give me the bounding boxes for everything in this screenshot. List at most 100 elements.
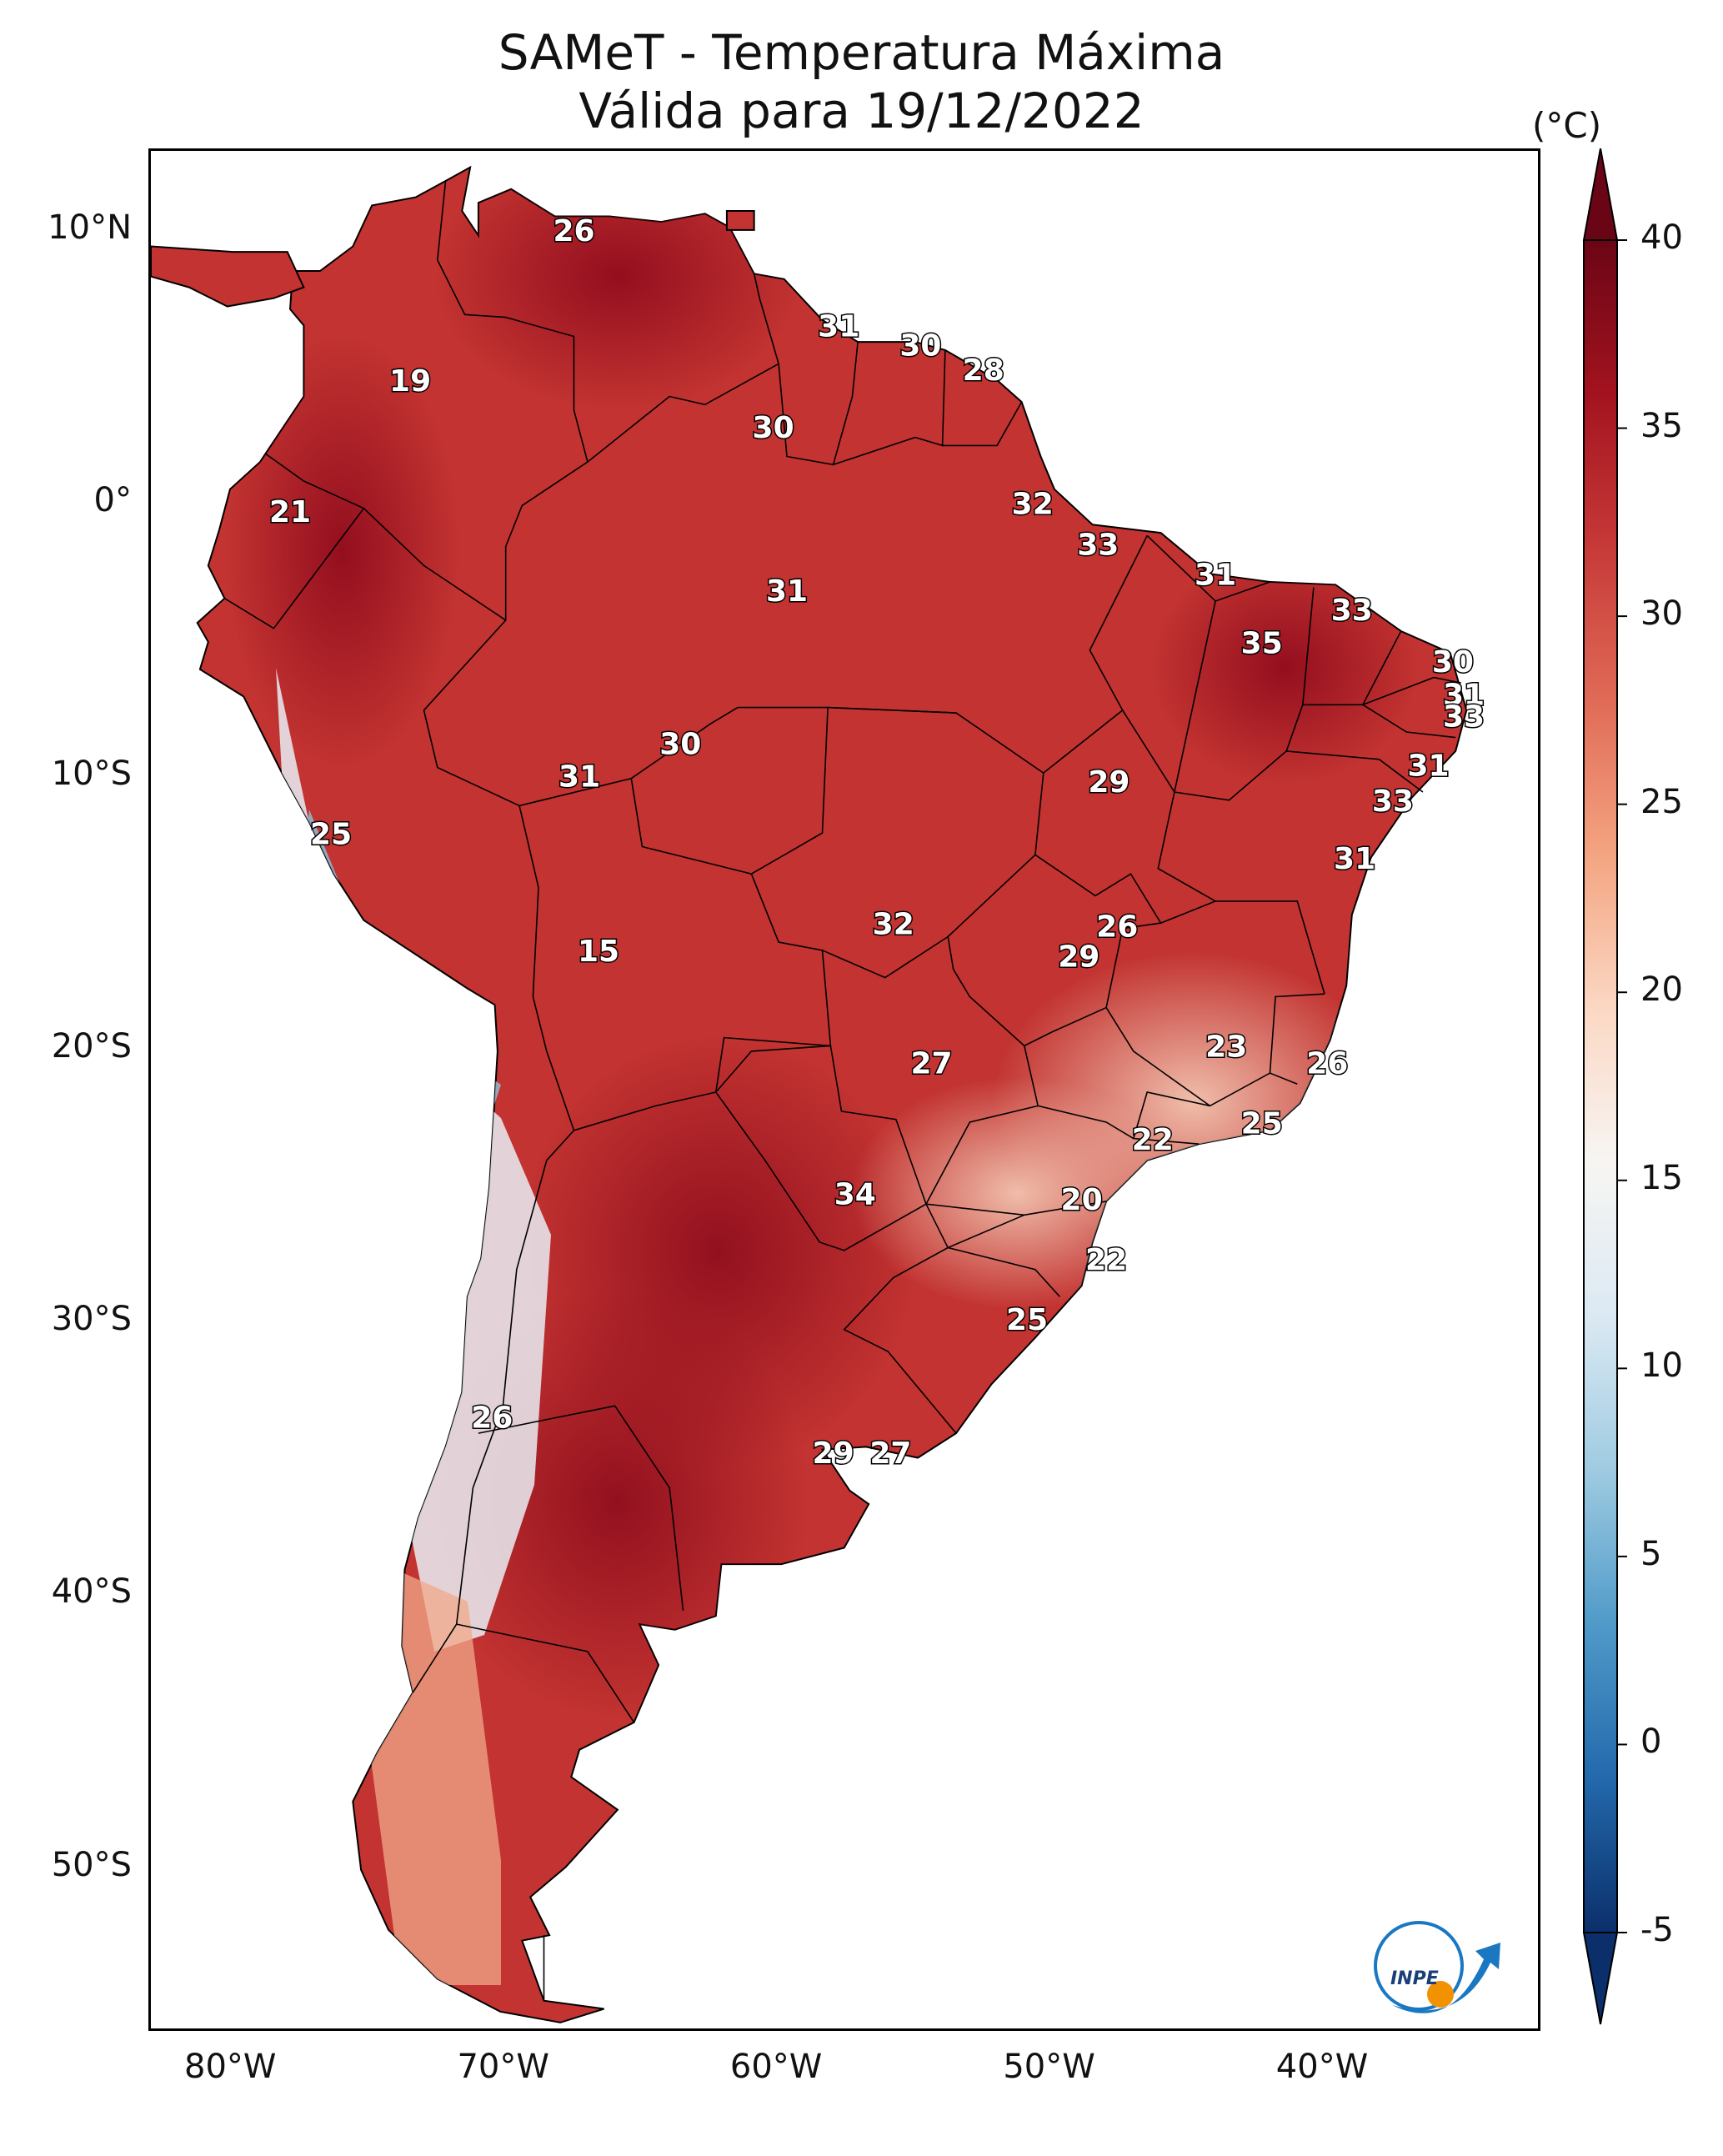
temperature-label: 33 — [1443, 700, 1485, 735]
temperature-label: 27 — [869, 1436, 911, 1471]
temperature-label: 31 — [1195, 559, 1236, 593]
border-line — [1173, 587, 1315, 801]
border-line — [1269, 993, 1325, 1074]
border-line — [751, 706, 957, 875]
border-line — [843, 1203, 957, 1434]
temperature-label: 33 — [1372, 785, 1414, 819]
temperature-label: 25 — [1006, 1303, 1048, 1337]
latitude-tick-label: 10°S — [51, 754, 132, 793]
border-line — [1160, 900, 1325, 995]
colorbar-max-arrow — [1582, 148, 1619, 241]
border-line — [412, 996, 575, 1693]
border-line — [423, 273, 780, 997]
colorbar-min-arrow — [1582, 1932, 1619, 2025]
border-line — [1362, 704, 1456, 739]
latitude-tick-label: 20°S — [51, 1026, 132, 1065]
temperature-label: 35 — [1241, 626, 1283, 660]
border-line — [1105, 1007, 1210, 1107]
border-line — [478, 1405, 684, 1611]
temperature-label: 19 — [389, 364, 431, 399]
colorbar-tick-label: 10 — [1640, 1346, 1683, 1386]
colorbar — [1582, 148, 1627, 2025]
temperature-label: 21 — [269, 495, 311, 529]
inpe-logo: INPE — [1374, 1921, 1500, 2013]
country-borders — [223, 180, 1461, 2001]
border-line — [436, 180, 589, 463]
border-line — [1286, 750, 1424, 793]
logo-swoosh — [1392, 1943, 1500, 2013]
temperature-label: 29 — [813, 1436, 854, 1471]
longitude-tick-label: 60°W — [729, 2048, 823, 2086]
border-line — [942, 401, 1023, 447]
latitude-tick-label: 50°S — [51, 1845, 132, 1884]
temperature-label: 30 — [659, 727, 701, 761]
temperature-label: 23 — [1205, 1030, 1247, 1065]
colorbar-tick-label: 30 — [1640, 594, 1683, 634]
temperature-label: 33 — [1331, 594, 1373, 628]
longitude-tick-label: 70°W — [457, 2048, 549, 2086]
colorbar-gradient — [1583, 239, 1618, 1933]
colorbar-tick-label: 0 — [1640, 1722, 1662, 1762]
temperature-label: 30 — [753, 411, 794, 445]
colorbar-tick-label: -5 — [1640, 1911, 1674, 1949]
longitude-tick-label: 50°W — [1003, 2048, 1095, 2086]
border-line — [832, 342, 946, 466]
colorbar-unit: (°C) — [1532, 105, 1602, 146]
temperature-label: 29 — [1058, 940, 1099, 975]
temperature-label: 32 — [1012, 487, 1054, 521]
temperature-label: 27 — [910, 1046, 952, 1081]
border-line — [715, 1045, 927, 1251]
logo-sun — [1427, 1981, 1454, 2008]
border-line — [456, 1623, 635, 1723]
border-line — [822, 854, 1036, 979]
latitude-tick-label: 0° — [93, 481, 132, 520]
latitude-tick-label: 10°N — [48, 208, 132, 248]
temperature-label: 26 — [471, 1401, 513, 1436]
border-line — [1122, 709, 1216, 902]
colorbar-tick-label: 15 — [1640, 1158, 1683, 1197]
temperature-label: 30 — [1432, 645, 1474, 679]
border-line — [1362, 676, 1461, 706]
map-panel: 26 31 30 28 19 30 32 21 33 31 31 33 35 30 31 33 30 31 31 29… — [148, 148, 1540, 2031]
map-subtitle: Válida para 19/12/2022 — [579, 83, 1144, 139]
temperature-label: 32 — [873, 907, 914, 941]
colorbar-tick-label: 5 — [1640, 1534, 1662, 1573]
temperature-label: 31 — [1407, 750, 1449, 784]
border-line — [778, 364, 834, 466]
temperature-label: 26 — [1096, 910, 1138, 945]
temperature-label: 28 — [963, 353, 1004, 388]
temperature-label: 22 — [1132, 1123, 1174, 1157]
border-line — [945, 1214, 1060, 1297]
longitude-tick-label: 80°W — [184, 2048, 277, 2086]
colorbar-tick-label: 40 — [1640, 218, 1683, 257]
latitude-tick-label: 40°S — [51, 1572, 132, 1612]
trinidad-shape — [725, 209, 755, 231]
temperature-label: 31 — [818, 310, 859, 344]
border-line — [947, 773, 1162, 1047]
temperature-label: 30 — [899, 329, 941, 364]
temperature-label: 29 — [1088, 765, 1129, 800]
temperature-label: 34 — [834, 1177, 876, 1211]
temperature-label: 31 — [558, 760, 600, 795]
latitude-tick-label: 30°S — [51, 1300, 132, 1339]
colorbar-tick-label: 25 — [1640, 782, 1683, 821]
temperature-label: 31 — [766, 574, 808, 609]
temperature-label: 20 — [1061, 1183, 1103, 1217]
temperature-label: 22 — [1085, 1243, 1127, 1277]
temperature-label: 26 — [553, 214, 594, 248]
colorbar-tick-label: 20 — [1640, 970, 1683, 1010]
temperature-label: 33 — [1077, 529, 1119, 563]
temperature-label: 31 — [1334, 842, 1375, 876]
border-line — [924, 1105, 1107, 1216]
temperature-label: 15 — [578, 935, 619, 969]
logo-text: INPE — [1390, 1968, 1439, 1989]
temperature-label: 31 — [1443, 679, 1485, 713]
temperature-label: 26 — [1306, 1046, 1348, 1081]
border-line — [1024, 1045, 1200, 1145]
border-line — [363, 508, 507, 621]
border-line — [630, 706, 739, 780]
central-america-shape — [151, 245, 305, 308]
temperature-label: 25 — [1241, 1106, 1283, 1141]
